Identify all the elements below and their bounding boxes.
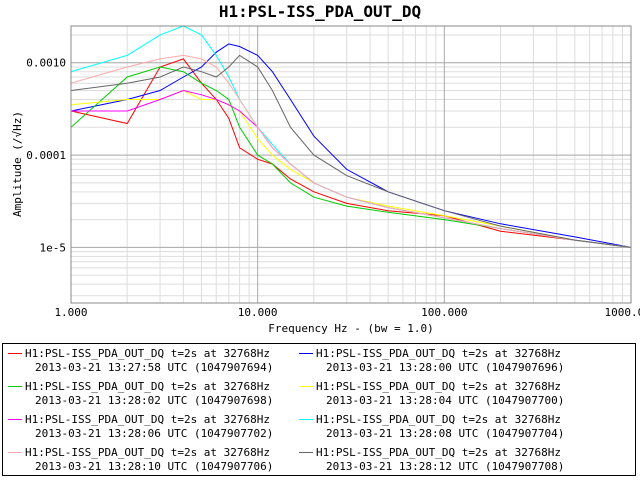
series-line-3 [71, 66, 631, 248]
x-tick-label: 1000.000 [605, 306, 640, 319]
series-line-7 [71, 54, 631, 248]
legend-series-name: H1:PSL-ISS_PDA_OUT_DQ t=2s at 32768Hz [316, 446, 562, 459]
legend-series-subtitle: 2013-03-21 13:28:06 UTC (1047907702) [35, 427, 274, 440]
legend-swatch [299, 353, 313, 354]
legend-swatch [8, 419, 22, 420]
legend-series-subtitle: 2013-03-21 13:28:12 UTC (1047907708) [326, 460, 565, 473]
y-axis-label: Amplitude (/√Hz) [11, 111, 24, 217]
legend-item: H1:PSL-ISS_PDA_OUT_DQ t=2s at 32768Hz 201… [5, 380, 305, 412]
y-tick-label: 1e-5 [40, 241, 67, 254]
series-line-8 [71, 54, 631, 248]
legend-swatch [299, 419, 313, 420]
legend-series-name: H1:PSL-ISS_PDA_OUT_DQ t=2s at 32768Hz [316, 413, 562, 426]
legend-item: H1:PSL-ISS_PDA_OUT_DQ t=2s at 32768Hz 201… [296, 380, 596, 412]
legend: H1:PSL-ISS_PDA_OUT_DQ t=2s at 32768Hz 201… [2, 343, 636, 476]
legend-series-name: H1:PSL-ISS_PDA_OUT_DQ t=2s at 32768Hz [25, 413, 271, 426]
legend-series-subtitle: 2013-03-21 13:28:10 UTC (1047907706) [35, 460, 274, 473]
legend-item: H1:PSL-ISS_PDA_OUT_DQ t=2s at 32768Hz 201… [5, 413, 305, 445]
legend-item: H1:PSL-ISS_PDA_OUT_DQ t=2s at 32768Hz 201… [296, 347, 596, 379]
legend-swatch [8, 353, 22, 354]
legend-series-name: H1:PSL-ISS_PDA_OUT_DQ t=2s at 32768Hz [316, 380, 562, 393]
series-line-6 [71, 26, 631, 248]
legend-swatch [8, 386, 22, 387]
series-layer [71, 26, 631, 248]
legend-item: H1:PSL-ISS_PDA_OUT_DQ t=2s at 32768Hz 201… [5, 446, 305, 478]
legend-series-name: H1:PSL-ISS_PDA_OUT_DQ t=2s at 32768Hz [25, 380, 271, 393]
chart: H1:PSL-ISS_PDA_OUT_DQ 1.000 10.000 100.000… [11, 2, 640, 335]
x-axis-label: Frequency Hz - (bw = 1.0) [268, 322, 434, 335]
legend-series-name: H1:PSL-ISS_PDA_OUT_DQ t=2s at 32768Hz [316, 347, 562, 360]
legend-item: H1:PSL-ISS_PDA_OUT_DQ t=2s at 32768Hz 201… [5, 347, 305, 379]
series-line-1 [71, 58, 631, 248]
legend-series-subtitle: 2013-03-21 13:27:58 UTC (1047907694) [35, 361, 274, 374]
plot-frame [70, 25, 632, 304]
legend-series-name: H1:PSL-ISS_PDA_OUT_DQ t=2s at 32768Hz [25, 446, 271, 459]
legend-series-name: H1:PSL-ISS_PDA_OUT_DQ t=2s at 32768Hz [25, 347, 271, 360]
legend-item: H1:PSL-ISS_PDA_OUT_DQ t=2s at 32768Hz 201… [296, 446, 596, 478]
y-tick-label: 0.0010 [26, 57, 66, 70]
grid [70, 26, 632, 303]
legend-item: H1:PSL-ISS_PDA_OUT_DQ t=2s at 32768Hz 201… [296, 413, 596, 445]
legend-series-subtitle: 2013-03-21 13:28:02 UTC (1047907698) [35, 394, 274, 407]
legend-swatch [299, 386, 313, 387]
legend-series-subtitle: 2013-03-21 13:28:04 UTC (1047907700) [326, 394, 565, 407]
legend-swatch [8, 452, 22, 453]
x-tick-label: 10.000 [238, 306, 278, 319]
legend-series-subtitle: 2013-03-21 13:28:00 UTC (1047907696) [326, 361, 565, 374]
legend-swatch [299, 452, 313, 453]
x-tick-label: 1.000 [54, 306, 87, 319]
x-tick-label: 100.000 [421, 306, 467, 319]
y-tick-label: 0.0001 [26, 149, 66, 162]
series-line-2 [71, 43, 631, 248]
chart-title: H1:PSL-ISS_PDA_OUT_DQ [219, 2, 421, 21]
legend-series-subtitle: 2013-03-21 13:28:08 UTC (1047907704) [326, 427, 565, 440]
tick-labels: 1.000 10.000 100.000 1000.000 0.0010 0.0001 1e… [26, 57, 640, 319]
